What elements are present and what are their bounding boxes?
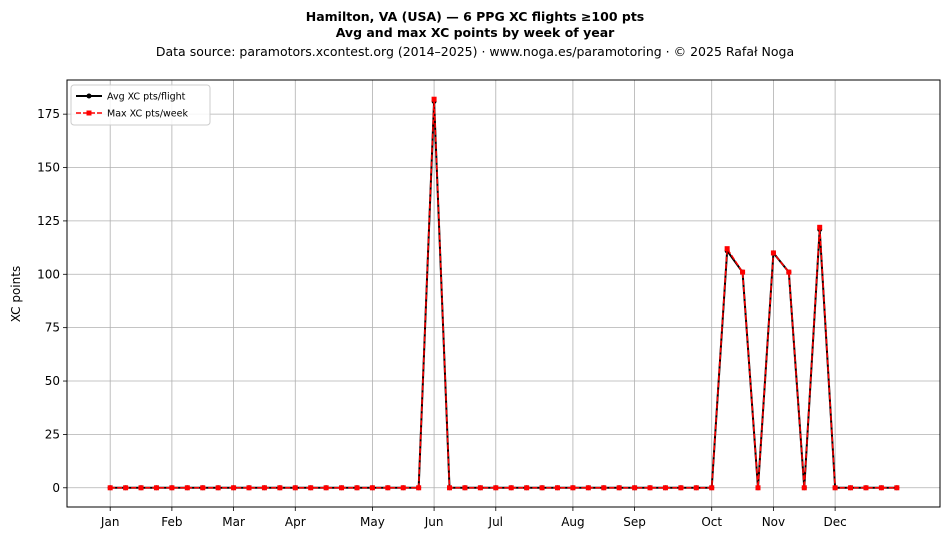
data-point-max	[493, 485, 499, 491]
x-tick-label: Sep	[623, 515, 646, 529]
legend-label-max: Max XC pts/week	[107, 109, 188, 120]
data-point-max	[339, 485, 345, 491]
data-point-max	[632, 485, 638, 491]
data-point-max	[477, 485, 483, 491]
data-point-max	[308, 485, 314, 491]
data-point-max	[323, 485, 329, 491]
data-point-max	[138, 485, 144, 491]
data-point-max	[570, 485, 576, 491]
data-point-max	[678, 485, 684, 491]
legend-frame	[70, 84, 211, 126]
ticks: 0 25 50 75 100 125 150 175 Jan Feb Mar Apr May Jun Jul…	[37, 107, 847, 529]
data-point-max	[585, 485, 591, 491]
y-tick-label: 150	[37, 161, 60, 175]
data-point-max	[894, 485, 900, 491]
data-point-max	[184, 485, 190, 491]
x-tick-label: Aug	[561, 515, 584, 529]
data-point-max	[369, 485, 375, 491]
data-point-max	[817, 224, 823, 230]
data-point-max	[832, 485, 838, 491]
data-point-max	[662, 485, 668, 491]
y-tick-label: 0	[52, 481, 60, 495]
data-point-max	[693, 485, 699, 491]
data-point-max	[755, 485, 761, 491]
data-point-max	[431, 96, 437, 102]
data-point-max	[539, 485, 545, 491]
chart-title-line1: Hamilton, VA (USA) — 6 PPG XC flights ≥1…	[306, 9, 645, 24]
data-point-max	[709, 485, 715, 491]
legend-label-avg: Avg XC pts/flight	[107, 92, 186, 103]
data-point-max	[400, 485, 406, 491]
data-point-max	[786, 269, 792, 275]
data-point-max	[123, 485, 129, 491]
x-tick-label: Nov	[762, 515, 785, 529]
data-point-max	[647, 485, 653, 491]
series-line-max	[110, 98, 897, 489]
y-tick-label: 100	[37, 267, 60, 281]
grid	[67, 80, 940, 507]
data-point-max	[878, 485, 884, 491]
data-point-max	[740, 269, 746, 275]
data-point-max	[863, 485, 869, 491]
legend-marker-avg	[86, 93, 92, 99]
data-point-max	[508, 485, 514, 491]
x-tick-label: Dec	[823, 515, 846, 529]
x-tick-label: Jun	[424, 515, 444, 529]
data-point-max	[770, 250, 776, 256]
series-line-avg	[110, 100, 897, 489]
data-point-max	[554, 485, 560, 491]
data-point-max	[524, 485, 530, 491]
x-tick-label: Oct	[701, 515, 722, 529]
legend: Avg XC pts/flight Max XC pts/week	[70, 84, 211, 126]
data-point-max	[616, 485, 622, 491]
data-point-max	[848, 485, 854, 491]
data-point-max	[462, 485, 468, 491]
data-point-max	[153, 485, 159, 491]
data-point-max	[231, 485, 237, 491]
x-tick-label: Feb	[161, 515, 182, 529]
y-tick-label: 50	[45, 374, 60, 388]
data-point-max	[200, 485, 206, 491]
data-point-max	[261, 485, 267, 491]
x-tick-label: Jan	[100, 515, 120, 529]
series-group	[107, 96, 900, 491]
data-point-max	[169, 485, 175, 491]
y-tick-label: 175	[37, 107, 60, 121]
data-point-max	[354, 485, 360, 491]
data-point-max	[447, 485, 453, 491]
data-point-max	[246, 485, 252, 491]
data-point-max	[215, 485, 221, 491]
y-axis-label: XC points	[9, 266, 23, 322]
data-point-max	[277, 485, 283, 491]
data-point-max	[107, 485, 113, 491]
x-tick-label: May	[360, 515, 385, 529]
plot-frame	[66, 79, 941, 508]
data-point-max	[801, 485, 807, 491]
chart-title-line2: Avg and max XC points by week of year	[336, 25, 615, 40]
x-tick-label: Apr	[285, 515, 306, 529]
y-tick-label: 125	[37, 214, 60, 228]
data-point-max	[601, 485, 607, 491]
data-point-max	[385, 485, 391, 491]
y-tick-label: 25	[45, 427, 60, 441]
y-tick-label: 75	[45, 321, 60, 335]
legend-marker-max	[86, 110, 92, 116]
data-point-max	[292, 485, 298, 491]
x-tick-label: Jul	[488, 515, 503, 529]
data-point-max	[724, 246, 730, 252]
x-tick-label: Mar	[222, 515, 245, 529]
chart-subtitle: Data source: paramotors.xcontest.org (20…	[156, 44, 794, 59]
data-point-max	[416, 485, 422, 491]
